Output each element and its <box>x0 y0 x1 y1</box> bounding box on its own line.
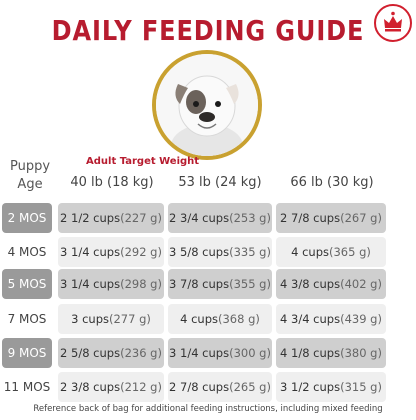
adult-target-weight-label: Adult Target Weight <box>86 156 200 167</box>
grams-value: (265 g) <box>229 380 271 394</box>
age-cell: 2 MOS <box>2 203 52 233</box>
amount-cell: 3 7/8 cups (355 g) <box>168 269 272 299</box>
grams-value: (439 g) <box>340 312 382 326</box>
cups-value: 3 1/4 cups <box>169 346 230 360</box>
amount-cell: 4 3/4 cups (439 g) <box>276 304 386 334</box>
table-row: 2 MOS 2 1/2 cups (227 g) 2 3/4 cups (253… <box>0 203 416 233</box>
table-row: 9 MOS 2 5/8 cups (236 g) 3 1/4 cups (300… <box>0 338 416 368</box>
cups-value: 2 5/8 cups <box>60 346 121 360</box>
column-header-53lb: 53 lb (24 kg) <box>178 175 262 190</box>
cups-value: 3 cups <box>71 312 109 326</box>
amount-cell: 4 cups (365 g) <box>276 237 386 267</box>
amount-cell: 2 1/2 cups (227 g) <box>58 203 164 233</box>
crown-logo-icon <box>374 4 412 42</box>
page-title: DAILY FEEDING GUIDE <box>51 14 365 47</box>
grams-value: (298 g) <box>120 277 162 291</box>
amount-cell: 3 1/4 cups (298 g) <box>58 269 164 299</box>
age-cell: 9 MOS <box>2 338 52 368</box>
footer-note: Reference back of bag for additional fee… <box>33 404 383 414</box>
age-cell: 5 MOS <box>2 269 52 299</box>
grams-value: (368 g) <box>217 312 260 326</box>
grams-value: (380 g) <box>340 346 382 360</box>
amount-cell: 4 cups (368 g) <box>168 304 272 334</box>
amount-cell: 2 3/4 cups (253 g) <box>168 203 272 233</box>
table-row: 11 MOS 2 3/8 cups (212 g) 2 7/8 cups (26… <box>0 372 416 402</box>
grams-value: (236 g) <box>120 346 162 360</box>
grams-value: (335 g) <box>229 245 271 259</box>
column-header-40lb: 40 lb (18 kg) <box>70 175 154 190</box>
cups-value: 4 3/4 cups <box>280 312 341 326</box>
cups-value: 2 1/2 cups <box>60 211 121 225</box>
cups-value: 4 cups <box>180 312 218 326</box>
grams-value: (227 g) <box>120 211 162 225</box>
table-row: 4 MOS 3 1/4 cups (292 g) 3 5/8 cups (335… <box>0 237 416 267</box>
cups-value: 2 7/8 cups <box>280 211 341 225</box>
table-row: 5 MOS 3 1/4 cups (298 g) 3 7/8 cups (355… <box>0 269 416 299</box>
cups-value: 4 1/8 cups <box>280 346 341 360</box>
cups-value: 3 1/4 cups <box>60 245 121 259</box>
row-header-line-1: Puppy <box>10 159 51 174</box>
table-row: 7 MOS 3 cups (277 g) 4 cups (368 g) 4 3/… <box>0 304 416 334</box>
amount-cell: 4 1/8 cups (380 g) <box>276 338 386 368</box>
cups-value: 2 3/8 cups <box>60 380 121 394</box>
grams-value: (355 g) <box>229 277 271 291</box>
amount-cell: 3 1/4 cups (292 g) <box>58 237 164 267</box>
age-cell: 11 MOS <box>2 372 52 402</box>
row-header-label: Puppy Age <box>10 158 50 194</box>
age-cell: 7 MOS <box>2 304 52 334</box>
grams-value: (402 g) <box>340 277 382 291</box>
amount-cell: 2 7/8 cups (267 g) <box>276 203 386 233</box>
amount-cell: 2 3/8 cups (212 g) <box>58 372 164 402</box>
column-header-66lb: 66 lb (30 kg) <box>290 175 374 190</box>
amount-cell: 3 cups (277 g) <box>58 304 164 334</box>
grams-value: (315 g) <box>340 380 382 394</box>
cups-value: 2 7/8 cups <box>169 380 230 394</box>
grams-value: (212 g) <box>120 380 162 394</box>
grams-value: (253 g) <box>229 211 271 225</box>
amount-cell: 3 1/2 cups (315 g) <box>276 372 386 402</box>
amount-cell: 2 7/8 cups (265 g) <box>168 372 272 402</box>
cups-value: 3 5/8 cups <box>169 245 230 259</box>
amount-cell: 3 1/4 cups (300 g) <box>168 338 272 368</box>
grams-value: (292 g) <box>120 245 162 259</box>
cups-value: 3 7/8 cups <box>169 277 230 291</box>
cups-value: 2 3/4 cups <box>169 211 230 225</box>
cups-value: 4 cups <box>291 245 329 259</box>
puppy-portrait <box>152 50 262 160</box>
grams-value: (267 g) <box>340 211 382 225</box>
cups-value: 3 1/2 cups <box>280 380 341 394</box>
row-header-line-2: Age <box>17 177 43 192</box>
grams-value: (277 g) <box>108 312 151 326</box>
grams-value: (300 g) <box>229 346 271 360</box>
grams-value: (365 g) <box>328 245 371 259</box>
age-cell: 4 MOS <box>2 237 52 267</box>
cups-value: 4 3/8 cups <box>280 277 341 291</box>
amount-cell: 4 3/8 cups (402 g) <box>276 269 386 299</box>
cups-value: 3 1/4 cups <box>60 277 121 291</box>
amount-cell: 2 5/8 cups (236 g) <box>58 338 164 368</box>
amount-cell: 3 5/8 cups (335 g) <box>168 237 272 267</box>
